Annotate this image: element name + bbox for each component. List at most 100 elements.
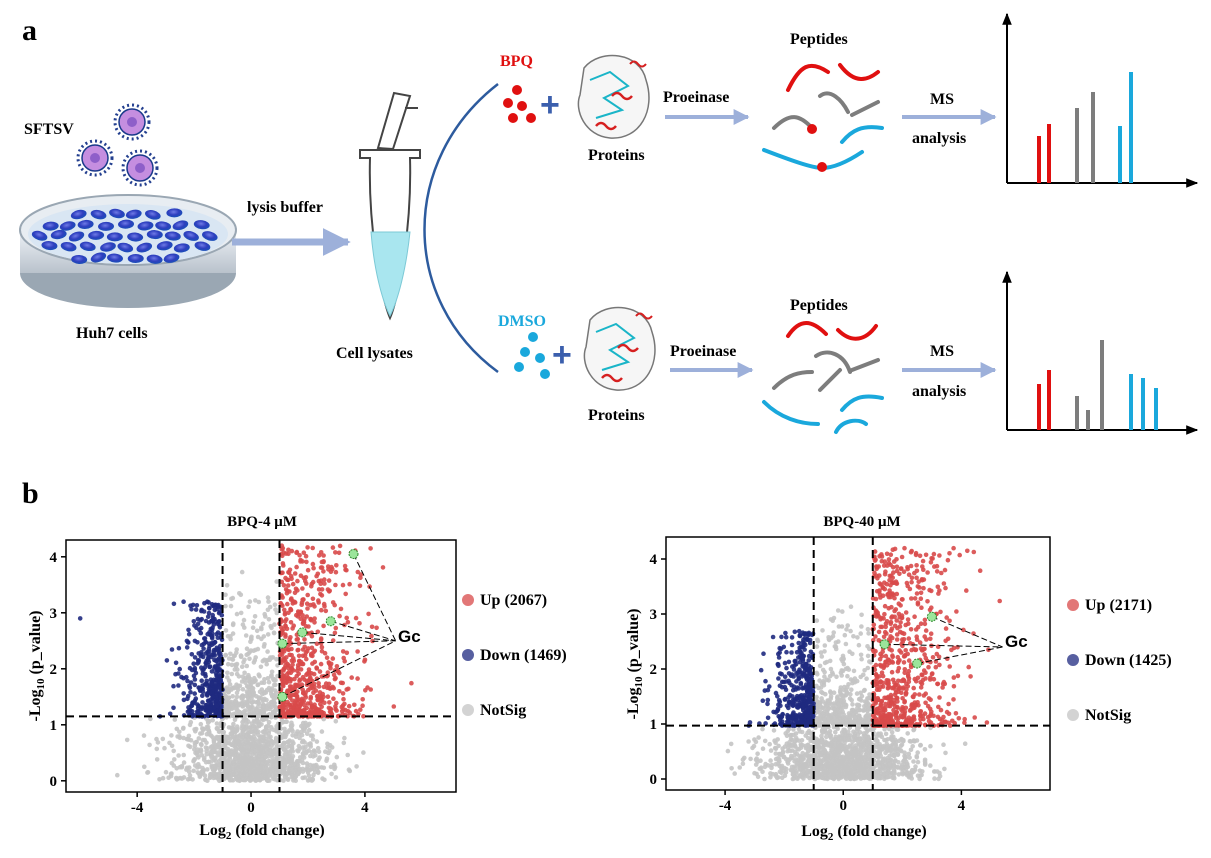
notsig-point	[873, 737, 879, 742]
notsig-point	[845, 623, 850, 628]
notsig-point	[313, 753, 318, 758]
notsig-point	[253, 768, 258, 774]
notsig-point	[302, 775, 308, 780]
down-point	[207, 643, 212, 649]
notsig-point	[908, 747, 914, 753]
down-point	[782, 660, 788, 666]
up-point	[409, 680, 414, 686]
up-point	[339, 708, 345, 714]
notsig-point	[234, 671, 240, 677]
cell-icon	[117, 242, 134, 253]
notsig-point	[223, 603, 228, 609]
notsig-point	[361, 750, 366, 755]
notsig-point	[262, 729, 267, 735]
notsig-point	[829, 719, 834, 725]
down-point	[771, 709, 776, 715]
notsig-point	[271, 630, 277, 636]
cell-icon	[172, 220, 189, 231]
up-point	[342, 659, 348, 664]
notsig-point	[290, 754, 296, 759]
notsig-point	[883, 731, 889, 737]
up-point	[316, 553, 322, 558]
notsig-point	[818, 758, 823, 763]
down-point	[209, 681, 215, 687]
notsig-point	[287, 760, 293, 765]
up-point	[316, 587, 322, 592]
split-arc	[423, 83, 499, 374]
up-point	[280, 553, 285, 559]
down-point	[211, 649, 217, 655]
up-point	[280, 682, 286, 687]
notsig-point	[817, 766, 823, 772]
up-point	[296, 653, 302, 659]
notsig-point	[198, 741, 204, 747]
notsig-point	[841, 735, 846, 741]
up-point	[305, 545, 310, 550]
notsig-point	[234, 690, 240, 696]
up-point	[321, 623, 326, 629]
notsig-point	[856, 702, 861, 708]
notsig-point	[908, 773, 914, 779]
notsig-point	[250, 625, 256, 630]
plot-1-title: BPQ-4 μM	[227, 514, 297, 530]
notsig-point	[292, 761, 297, 767]
notsig-point	[821, 706, 827, 711]
up-point	[355, 676, 360, 681]
notsig-point	[256, 729, 261, 735]
notsig-point	[307, 777, 312, 782]
notsig-point	[224, 697, 230, 703]
up-point	[318, 581, 324, 586]
notsig-point	[272, 701, 277, 706]
up-point	[289, 596, 294, 601]
down-point	[779, 671, 784, 677]
notsig-point	[814, 736, 819, 742]
notsig-point	[822, 716, 827, 721]
up-point	[323, 681, 329, 686]
up-point	[287, 684, 293, 689]
notsig-point	[257, 739, 263, 744]
up-point	[302, 677, 307, 682]
notsig-point	[820, 628, 825, 633]
notsig-point	[253, 706, 259, 712]
notsig-point	[274, 744, 280, 749]
notsig-point	[239, 679, 245, 684]
notsig-point	[179, 776, 185, 781]
notsig-point	[838, 687, 843, 693]
notsig-point	[767, 741, 772, 747]
notsig-point	[204, 740, 209, 745]
notsig-point	[281, 747, 287, 753]
notsig-point	[790, 768, 795, 773]
notsig-point	[174, 777, 180, 782]
notsig-point	[210, 735, 216, 740]
up-point	[322, 604, 327, 609]
down-point	[779, 634, 784, 640]
up-point	[327, 700, 332, 705]
notsig-point	[882, 767, 888, 773]
notsig-point	[223, 652, 229, 658]
up-point	[318, 636, 324, 641]
notsig-point	[256, 695, 261, 700]
up-point	[280, 595, 285, 600]
top-compound-label: BPQ	[500, 53, 533, 70]
notsig-point	[907, 738, 913, 744]
notsig-point	[878, 731, 883, 736]
up-point	[321, 553, 326, 558]
down-point	[776, 698, 782, 703]
notsig-point	[266, 599, 271, 604]
notsig-point	[848, 759, 853, 764]
notsig-point	[796, 747, 802, 752]
up-point	[286, 702, 292, 707]
notsig-point	[255, 700, 261, 706]
up-point	[301, 550, 307, 555]
notsig-point	[838, 767, 843, 773]
notsig-point	[817, 718, 823, 723]
notsig-point	[169, 760, 175, 766]
notsig-point	[928, 763, 933, 768]
notsig-point	[882, 737, 887, 743]
cell-icon	[146, 254, 163, 264]
down-point	[193, 607, 199, 612]
notsig-point	[262, 657, 267, 663]
up-point	[287, 567, 293, 573]
notsig-point	[269, 755, 275, 760]
notsig-point	[827, 700, 833, 705]
